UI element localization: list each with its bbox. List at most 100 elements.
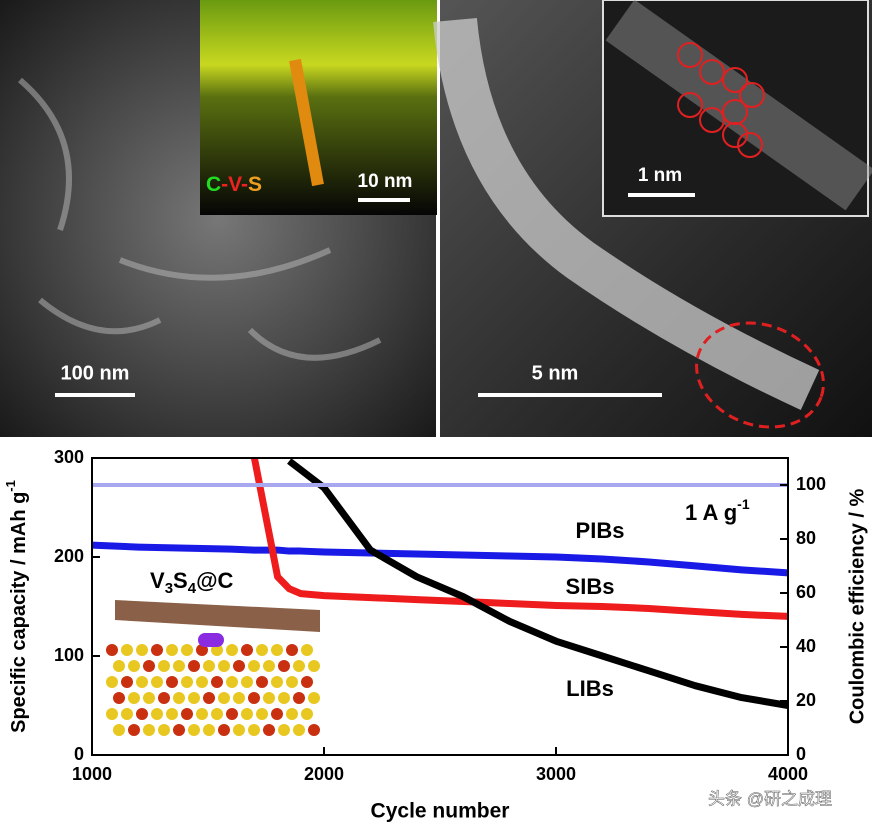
carbon-layer	[115, 600, 320, 632]
fibers	[18, 77, 382, 361]
atom	[203, 692, 215, 704]
atom	[271, 708, 283, 720]
atom	[248, 692, 260, 704]
atom	[188, 692, 200, 704]
y2-tick-label: 20	[796, 690, 816, 710]
atom	[233, 724, 245, 736]
line-series	[91, 541, 789, 577]
atom	[263, 660, 275, 672]
atom	[113, 660, 125, 672]
material-part: 4	[188, 580, 197, 597]
atom	[128, 692, 140, 704]
atom	[151, 708, 163, 720]
atom	[241, 708, 253, 720]
annotation-sup: -1	[737, 496, 750, 512]
atom	[188, 724, 200, 736]
atom	[218, 724, 230, 736]
x-tick-label: 1000	[72, 764, 112, 784]
atom	[151, 676, 163, 688]
atom	[151, 644, 163, 656]
atom	[263, 692, 275, 704]
x-tick-label: 4000	[768, 764, 808, 784]
series-label: LIBs	[566, 676, 614, 701]
atom	[143, 660, 155, 672]
material-part: S	[173, 568, 188, 593]
nanotube	[433, 17, 820, 410]
atom	[218, 660, 230, 672]
y-tick-label: 0	[74, 744, 84, 764]
atom	[301, 676, 313, 688]
y-axis-label-sup: -1	[3, 480, 18, 492]
annotation-main: 1 A g	[685, 500, 737, 525]
y2-tick-label: 0	[796, 744, 806, 764]
atom	[121, 708, 133, 720]
atom	[136, 676, 148, 688]
ion	[198, 633, 224, 647]
atom	[188, 660, 200, 672]
hrtem-inset	[602, 0, 869, 217]
atom	[286, 644, 298, 656]
atom	[196, 708, 208, 720]
atom	[263, 724, 275, 736]
atom	[308, 724, 320, 736]
atom	[218, 692, 230, 704]
atom	[256, 676, 268, 688]
atom	[293, 724, 305, 736]
y2-tick-label: 60	[796, 582, 816, 602]
y-axis-label-main: Specific capacity / mAh g	[8, 492, 30, 733]
atom	[173, 692, 185, 704]
atom	[121, 676, 133, 688]
scale-label: 1 nm	[638, 165, 682, 186]
atom	[203, 660, 215, 672]
watermark: 头条 @研之成理	[708, 789, 832, 808]
chart: 1000 2000 3000 40000100200300020406080100Cy…	[3, 447, 868, 823]
y-axis-label: Specific capacity / mAh g-1	[3, 480, 30, 733]
highlight	[695, 321, 825, 429]
atom	[203, 724, 215, 736]
atom	[143, 724, 155, 736]
atom	[143, 692, 155, 704]
atom	[181, 644, 193, 656]
atom	[248, 660, 260, 672]
scale-label: 100 nm	[61, 362, 130, 384]
atom	[173, 660, 185, 672]
material-label: V3S4@C	[150, 568, 234, 597]
x-tick-label: 2000	[304, 764, 344, 784]
lattice	[605, 0, 872, 211]
atom	[106, 676, 118, 688]
atom	[211, 676, 223, 688]
annotation: 1 A g-1	[685, 496, 750, 525]
atom	[226, 644, 238, 656]
scale-label: 5 nm	[532, 362, 579, 384]
atom	[256, 644, 268, 656]
atom	[113, 724, 125, 736]
atom	[241, 676, 253, 688]
atom	[293, 660, 305, 672]
atom	[181, 676, 193, 688]
atom	[226, 676, 238, 688]
atom	[128, 724, 140, 736]
atom-markers	[677, 42, 765, 158]
y2-tick-label: 80	[796, 528, 816, 548]
atom	[278, 724, 290, 736]
atom	[106, 708, 118, 720]
nanowire	[289, 58, 324, 187]
atom	[226, 708, 238, 720]
atom	[166, 708, 178, 720]
line-series	[287, 458, 789, 709]
series-label: SIBs	[566, 574, 615, 599]
y2-tick-label: 40	[796, 636, 816, 656]
atom	[158, 692, 170, 704]
plot-frame	[91, 457, 789, 756]
y-tick-label: 200	[54, 546, 84, 566]
atom	[293, 692, 305, 704]
atom	[113, 692, 125, 704]
atom	[248, 724, 260, 736]
x-tick-label: 3000	[536, 764, 576, 784]
atom	[278, 692, 290, 704]
material-part: @C	[196, 568, 233, 593]
atom	[158, 660, 170, 672]
atom	[278, 660, 290, 672]
panel-b: 1 nm 5 nm	[433, 0, 872, 437]
